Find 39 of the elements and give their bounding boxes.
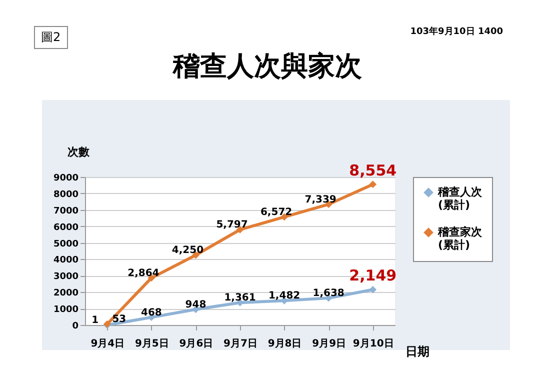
legend-label: 稽查人次(累計) bbox=[437, 186, 483, 212]
point bbox=[369, 180, 377, 188]
x-tick-label: 9月9日 bbox=[312, 338, 346, 350]
y-tick-label: 7000 bbox=[53, 206, 78, 216]
data-label: 2,864 bbox=[128, 268, 160, 279]
data-label: 1,361 bbox=[224, 292, 256, 304]
y-axis-title: 次數 bbox=[68, 146, 90, 158]
data-label: 7,339 bbox=[304, 194, 336, 206]
x-tick-label: 9月10日 bbox=[352, 338, 394, 350]
data-label: 6,572 bbox=[260, 206, 292, 218]
y-tick-label: 2000 bbox=[53, 288, 78, 299]
x-axis-title: 日期 bbox=[406, 344, 430, 358]
x-tick-label: 9月8日 bbox=[268, 338, 302, 350]
x-tick-label: 9月7日 bbox=[224, 338, 258, 350]
y-tick-label: 3000 bbox=[53, 272, 78, 282]
point bbox=[369, 286, 377, 294]
x-tick-label: 9月6日 bbox=[179, 338, 214, 350]
data-label: 8,554 bbox=[349, 161, 397, 180]
data-label: 468 bbox=[140, 307, 162, 318]
legend-label: 稽查家次(累計) bbox=[437, 226, 483, 252]
y-tick-label: 4000 bbox=[53, 256, 78, 266]
data-label: 1,482 bbox=[268, 290, 300, 302]
y-tick-label: 5000 bbox=[53, 239, 78, 250]
y-tick-label: 8000 bbox=[53, 190, 78, 200]
data-label: 2,149 bbox=[349, 266, 397, 285]
x-tick-label: 9月5日 bbox=[134, 338, 169, 350]
caption: 圖2 bbox=[34, 26, 68, 49]
data-label: 53 bbox=[112, 314, 126, 326]
y-tick-label: 0 bbox=[72, 322, 78, 332]
y-tick-label: 9000 bbox=[53, 174, 78, 184]
data-label: 5,797 bbox=[216, 220, 248, 231]
data-label: 948 bbox=[185, 299, 206, 310]
y-tick-label: 1000 bbox=[53, 305, 78, 316]
data-label: 1,638 bbox=[312, 288, 344, 300]
text: 103年9月10日 1400 bbox=[410, 26, 503, 38]
x-tick-label: 9月4日 bbox=[90, 338, 125, 350]
data-label: 1 bbox=[92, 314, 99, 326]
y-tick-label: 6000 bbox=[53, 222, 78, 233]
chart-title: 稽查人次與家次 bbox=[172, 50, 363, 84]
